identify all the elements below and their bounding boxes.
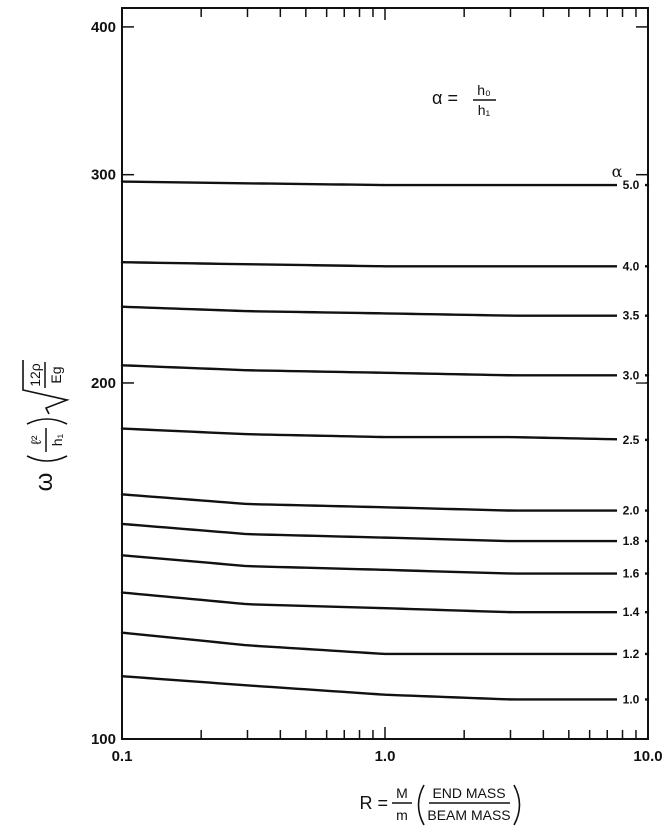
x-axis-label: R = M m END MASS BEAM MASS <box>359 784 521 826</box>
series-line-alpha-1-2 <box>120 631 650 656</box>
alpha-definition-denominator: h₁ <box>478 102 491 118</box>
series-line-alpha-2-0 <box>120 493 650 512</box>
series-label-alpha-1-6: 1.6 <box>623 567 640 581</box>
alpha-definition-numerator: h₀ <box>477 82 491 98</box>
series-label-alpha-5-0: 5.0 <box>623 178 640 192</box>
y-tick-label: 400 <box>91 19 116 36</box>
series-line-alpha-1-8 <box>120 522 650 543</box>
y-axis-label-l-squared: ℓ² <box>28 435 44 445</box>
x-axis-label-prefix: R = <box>359 793 388 813</box>
series-line-alpha-3-0 <box>120 364 650 377</box>
x-axis-label-paren-denominator: BEAM MASS <box>427 807 510 823</box>
x-axis-label-fraction-numerator: M <box>396 785 408 801</box>
y-axis-label-radicand-denominator: Eg <box>48 366 64 383</box>
y-axis-label-h-one: h₁ <box>49 433 65 446</box>
series-label-background <box>617 645 645 661</box>
x-tick-label: 1.0 <box>375 748 396 765</box>
y-tick-label: 200 <box>91 375 116 392</box>
x-axis-label-paren-numerator: END MASS <box>432 785 505 801</box>
series-label-alpha-3-0: 3.0 <box>623 368 640 382</box>
series-label-background <box>617 367 645 383</box>
series-label-background <box>617 431 645 447</box>
series-header-alpha: α <box>612 162 623 181</box>
labels-group: 0.1 1.0 10.0 100 200 300 400 5.0 4.0 3.5 3.0 2.5 2.0… <box>91 19 663 765</box>
y-axis-label-omega: ω <box>31 473 58 492</box>
series-group <box>120 177 650 707</box>
series-label-alpha-1-8: 1.8 <box>623 534 640 548</box>
series-label-background <box>617 533 645 549</box>
y-axis-label-left-paren <box>26 455 68 462</box>
series-label-background <box>617 502 645 518</box>
series-label-alpha-3-5: 3.5 <box>623 309 640 323</box>
series-line-alpha-2-5 <box>120 427 650 442</box>
series-label-background <box>617 307 645 323</box>
y-tick-label: 300 <box>91 167 116 184</box>
alpha-definition-lhs: α = <box>432 88 458 108</box>
series-label-alpha-4-0: 4.0 <box>623 259 640 273</box>
y-tick-label: 100 <box>91 731 116 748</box>
y-axis-label: ω ℓ² h₁ 12ρ Eg <box>22 360 70 492</box>
series-line-alpha-5-0 <box>120 180 650 187</box>
series-label-background <box>617 177 645 193</box>
series-line-alpha-1-6 <box>120 554 650 575</box>
series-label-alpha-2-5: 2.5 <box>623 433 640 447</box>
alpha-definition-annotation: α = h₀ h₁ <box>432 82 496 118</box>
series-line-alpha-4-0 <box>120 261 650 268</box>
y-axis-label-right-paren <box>26 418 68 425</box>
series-line-alpha-1-4 <box>120 591 650 614</box>
series-label-background <box>617 691 645 707</box>
series-label-alpha-1-0: 1.0 <box>623 692 640 706</box>
series-label-background <box>617 565 645 581</box>
series-line-alpha-3-5 <box>120 305 650 317</box>
series-label-alpha-1-4: 1.4 <box>623 605 640 619</box>
x-tick-label: 10.0 <box>633 748 662 765</box>
series-label-background <box>617 604 645 620</box>
y-axis-label-radicand-numerator: 12ρ <box>27 363 43 387</box>
y-axis-label-radical-sign <box>22 360 70 415</box>
x-axis-label-fraction-denominator: m <box>396 807 408 823</box>
x-axis-label-left-paren <box>417 784 425 826</box>
series-label-alpha-2-0: 2.0 <box>623 504 640 518</box>
x-axis-label-right-paren <box>513 784 521 826</box>
series-line-alpha-1-0 <box>120 675 650 701</box>
series-label-alpha-1-2: 1.2 <box>623 647 640 661</box>
ticks-group <box>121 8 648 740</box>
series-label-background <box>617 258 645 274</box>
x-tick-label: 0.1 <box>112 748 133 765</box>
